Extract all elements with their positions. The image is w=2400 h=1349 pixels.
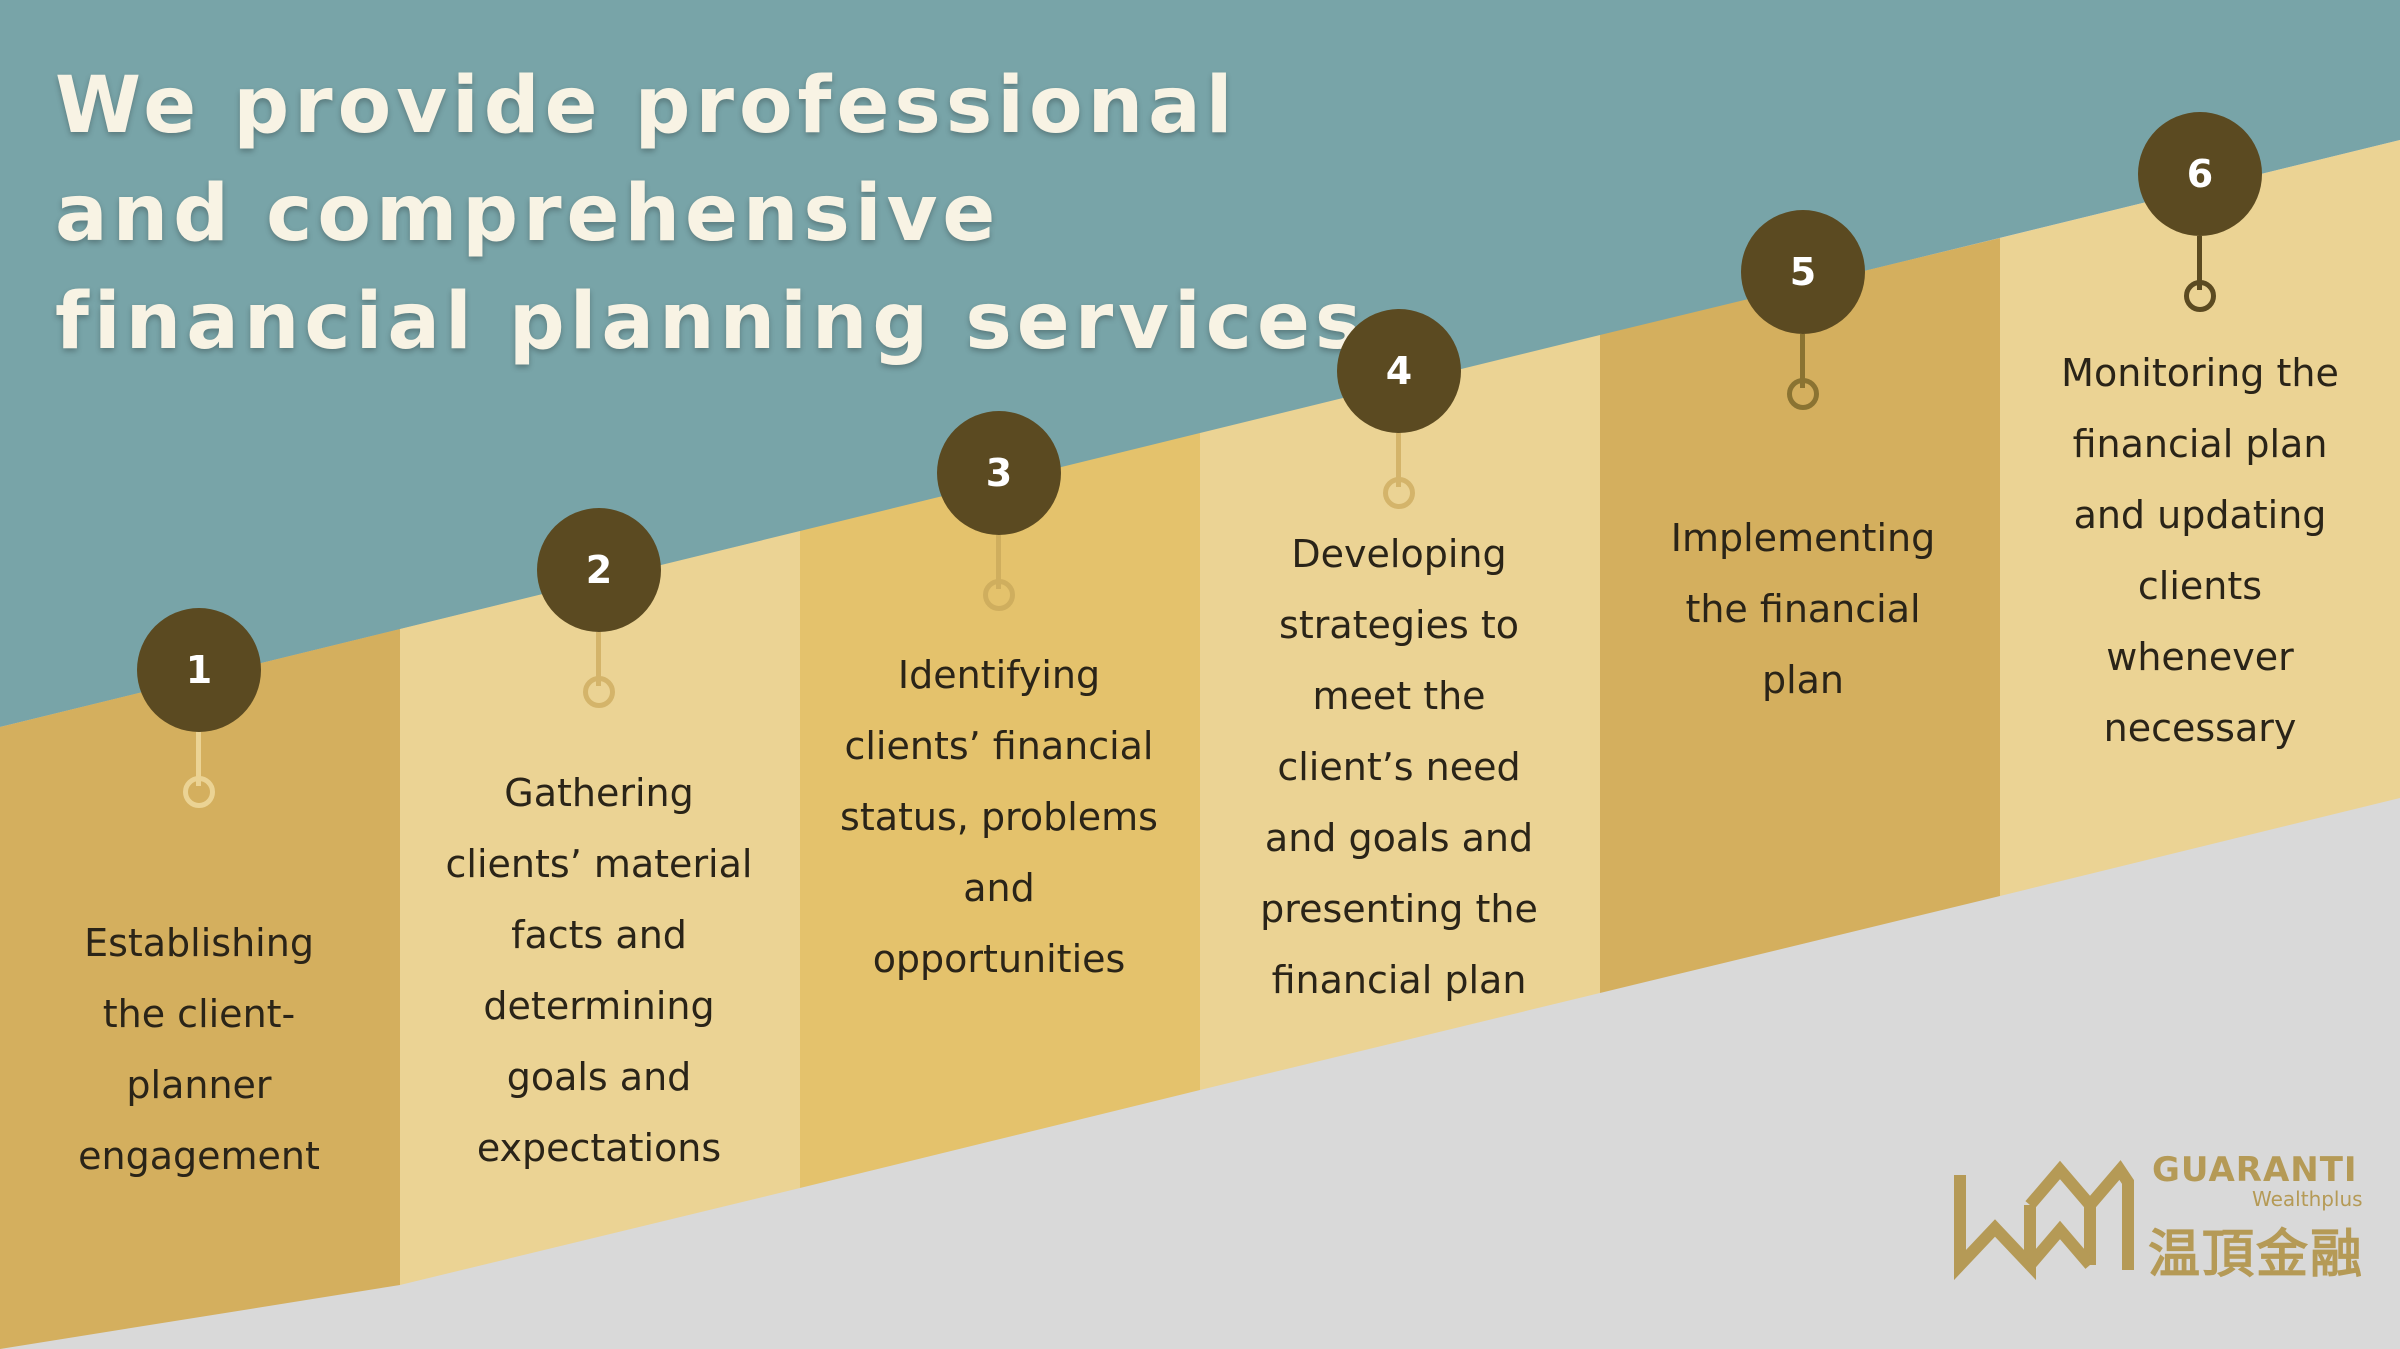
band-1 [0, 629, 400, 1349]
step-1-text: Establishing the client- planner engagem… [78, 921, 320, 1178]
step-2-connector [596, 632, 601, 686]
step-5-badge: 5 [1741, 210, 1865, 334]
band-3 [800, 433, 1200, 1188]
step-4-badge: 4 [1337, 309, 1461, 433]
step-4-text: Developing strategies to meet the client… [1260, 532, 1538, 1002]
page-title: We provide professional and comprehensiv… [55, 52, 1367, 376]
logo-chinese-name: 温頂金融 [2148, 1225, 2365, 1285]
step-3-connector [996, 535, 1001, 589]
step-3-badge: 3 [937, 411, 1061, 535]
title-line: and comprehensive [55, 169, 1001, 259]
step-5-connector [1800, 334, 1805, 388]
logo-subtitle: Wealthplus [2252, 1187, 2363, 1211]
step-4-connector [1396, 433, 1401, 487]
step-4-ring [1383, 477, 1415, 509]
step-6-badge: 6 [2138, 112, 2262, 236]
step-1-badge: 1 [137, 608, 261, 732]
band-5 [1600, 238, 2000, 993]
logo-name: GUARANTI [2152, 1150, 2358, 1190]
step-6-ring [2184, 280, 2216, 312]
step-5-text: Implementing the financial plan [1670, 516, 1936, 702]
step-2-badge: 2 [537, 508, 661, 632]
title-line: We provide professional [55, 61, 1238, 151]
step-1-ring [183, 776, 215, 808]
step-2-ring [583, 676, 615, 708]
step-6-connector [2197, 236, 2202, 290]
band-2 [400, 531, 800, 1285]
guaranti-logo-mark [1954, 1160, 2134, 1280]
title-line: financial planning services [55, 277, 1367, 367]
step-1-connector [196, 732, 201, 786]
step-6-text: Monitoring the financial plan and updati… [2061, 351, 2339, 750]
step-3-ring [983, 579, 1015, 611]
step-3-text: Identifying clients’ financial status, p… [840, 653, 1158, 981]
step-2-text: Gathering clients’ material facts and de… [445, 771, 753, 1170]
band-4 [1200, 335, 1600, 1090]
band-6 [2000, 140, 2400, 896]
step-5-ring [1787, 378, 1819, 410]
